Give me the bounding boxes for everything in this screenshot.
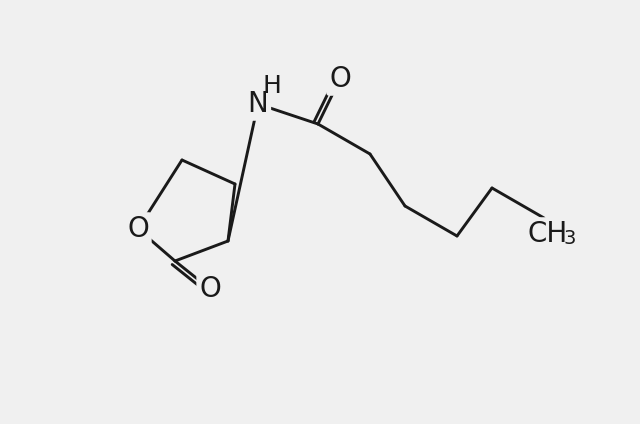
Text: 3: 3 bbox=[564, 229, 576, 248]
Text: CH: CH bbox=[528, 220, 568, 248]
Text: H: H bbox=[262, 74, 282, 98]
Text: O: O bbox=[199, 275, 221, 303]
Text: O: O bbox=[329, 65, 351, 93]
Text: O: O bbox=[127, 215, 149, 243]
Text: N: N bbox=[248, 90, 268, 118]
